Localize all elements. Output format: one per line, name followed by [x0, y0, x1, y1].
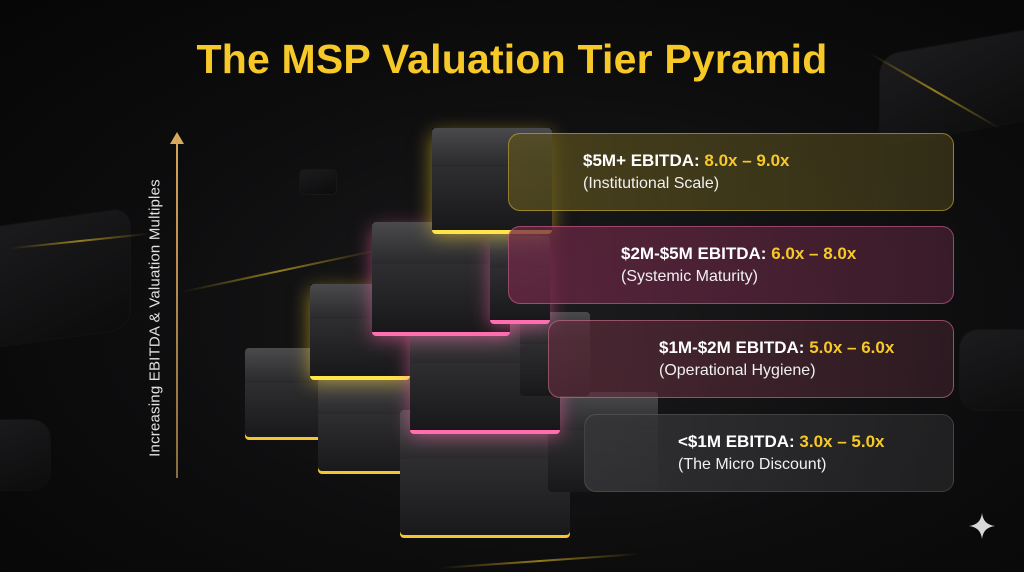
tier-card-1: $5M+ EBITDA: 8.0x – 9.0x (Institutional … — [508, 133, 954, 211]
tier-label: (Institutional Scale) — [583, 175, 720, 192]
background-slab — [0, 420, 50, 490]
tier-multiple: 3.0x – 5.0x — [799, 432, 885, 451]
sparkle-icon — [969, 513, 995, 539]
tier-heading: $5M+ EBITDA: 8.0x – 9.0x — [583, 151, 953, 171]
tier-range: <$1M EBITDA: — [678, 432, 795, 451]
tier-multiple: 5.0x – 6.0x — [809, 338, 895, 357]
tier-label: (Operational Hygiene) — [659, 362, 816, 379]
tier-range: $5M+ EBITDA: — [583, 151, 700, 170]
pyramid-block-tier2 — [372, 222, 510, 336]
tier-card-2: $2M-$5M EBITDA: 6.0x – 8.0x (Systemic Ma… — [508, 226, 954, 304]
tier-range: $2M-$5M EBITDA: — [621, 244, 767, 263]
tier-card-3: $1M-$2M EBITDA: 5.0x – 6.0x (Operational… — [548, 320, 954, 398]
axis-line — [176, 136, 178, 478]
tier-range: $1M-$2M EBITDA: — [659, 338, 805, 357]
tier-multiple: 8.0x – 9.0x — [704, 151, 790, 170]
tier-heading: <$1M EBITDA: 3.0x – 5.0x — [678, 432, 953, 452]
tier-card-4: <$1M EBITDA: 3.0x – 5.0x (The Micro Disc… — [584, 414, 954, 492]
page-title: The MSP Valuation Tier Pyramid — [196, 36, 828, 82]
background-slab — [300, 170, 336, 194]
tier-heading: $1M-$2M EBITDA: 5.0x – 6.0x — [659, 338, 953, 358]
pyramid-block-bottom — [318, 378, 414, 474]
background-slab — [960, 330, 1024, 410]
tier-label: (Systemic Maturity) — [621, 268, 758, 285]
tier-label: (The Micro Discount) — [678, 456, 827, 473]
tier-heading: $2M-$5M EBITDA: 6.0x – 8.0x — [621, 244, 953, 264]
tier-multiple: 6.0x – 8.0x — [771, 244, 857, 263]
